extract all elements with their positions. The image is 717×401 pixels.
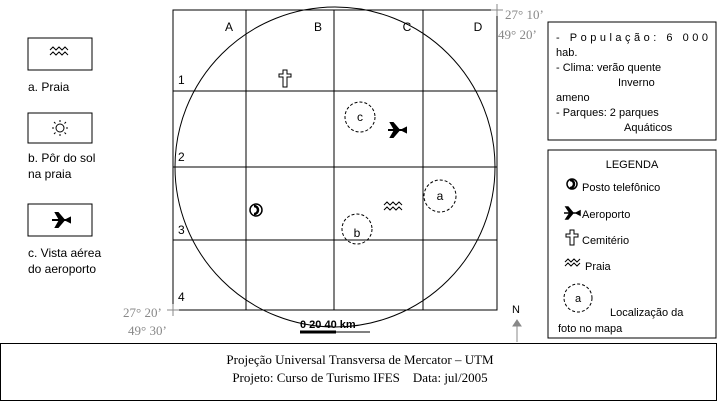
panels: a. Praia b. Pôr do sol na praia c. Vista…	[27, 37, 101, 276]
legend-box	[547, 149, 717, 339]
column-label: C	[403, 20, 412, 34]
info-line: ameno	[556, 92, 590, 104]
info-line: hab.	[556, 47, 577, 59]
marker-label: c	[357, 110, 363, 124]
legend-item: Localização da	[610, 307, 684, 319]
panel-box	[27, 203, 93, 237]
panel-label: c. Vista aérea	[28, 246, 101, 260]
row-label: 3	[178, 223, 185, 237]
wave-icon	[49, 46, 69, 56]
north-arrow	[512, 319, 522, 342]
info-line: Aquáticos	[624, 122, 673, 134]
photo-marker	[423, 179, 457, 213]
legend-item: foto no mapa	[558, 323, 623, 335]
panel-label: a. Praia	[28, 80, 70, 94]
footer-line: Projeção Universal Transversa de Mercato…	[226, 352, 494, 367]
legend-icon	[564, 258, 581, 267]
info-line: Inverno	[618, 77, 655, 89]
city-circle	[174, 6, 496, 328]
sun-rays	[52, 120, 68, 136]
airport-symbol	[388, 122, 407, 138]
coordinate: 49° 20’	[498, 27, 537, 42]
photo-marker	[344, 101, 376, 133]
column-label: D	[474, 20, 483, 34]
info-box	[547, 21, 717, 141]
coordinate: 27° 20’	[123, 305, 162, 320]
legend-item: Cemitério	[582, 235, 629, 247]
coordinate: 49° 30’	[128, 323, 167, 338]
legend-icon	[566, 178, 578, 190]
info-line: - Parques: 2 parques	[556, 107, 659, 119]
panel-box	[27, 37, 93, 71]
panel-label: b. Pôr do sol	[28, 151, 95, 165]
marker-label: a	[437, 189, 444, 203]
photo-marker	[341, 213, 373, 245]
legend-icon	[564, 206, 581, 220]
row-label: 1	[178, 73, 185, 87]
north-label: N	[512, 304, 520, 316]
scale-label: 0 20 40 km	[300, 319, 356, 331]
marker-label: b	[354, 226, 361, 240]
row-label: 2	[178, 150, 185, 164]
plane-icon	[52, 212, 71, 228]
cemetery-symbol	[278, 69, 292, 88]
legend-item: Praia	[585, 261, 612, 273]
legend-title: LEGENDA	[606, 159, 659, 171]
corner-cross	[167, 4, 503, 316]
panel-label: do aeroporto	[28, 262, 96, 276]
panel-box	[27, 112, 93, 144]
info-line: - População: 6 000	[556, 32, 708, 44]
legend-item: Aeroporto	[582, 209, 630, 221]
legend-item: Posto telefônico	[582, 182, 660, 194]
grid-frame	[172, 9, 498, 311]
legend-marker-label: a	[575, 293, 582, 305]
phone-symbol	[249, 203, 263, 217]
sun-icon	[55, 123, 65, 133]
map-grid	[172, 6, 498, 328]
phone-symbol-inner	[253, 204, 260, 216]
legend-icon	[565, 229, 579, 246]
row-label: 4	[178, 290, 185, 304]
legend-icon	[569, 178, 576, 190]
panel-label: na praia	[28, 167, 72, 181]
footer-line: Projeto: Curso de Turismo IFES Data: jul…	[232, 370, 487, 385]
coordinate: 27° 10’	[505, 7, 544, 22]
info-line: - Clima: verão quente	[556, 62, 661, 74]
column-label: B	[314, 20, 322, 34]
column-label: A	[225, 20, 233, 34]
beach-symbol	[383, 201, 403, 211]
legend-icon	[563, 283, 593, 313]
